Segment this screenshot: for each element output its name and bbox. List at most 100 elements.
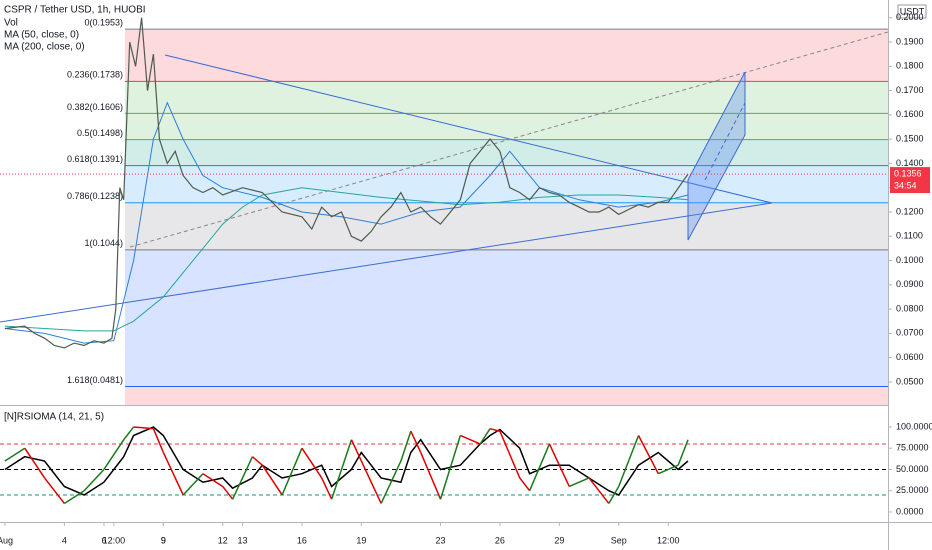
countdown: 34:54	[894, 180, 917, 190]
volume-label: Vol	[4, 18, 18, 29]
fib-zone	[125, 81, 888, 114]
rsi-segment	[301, 447, 323, 479]
fib-zone	[125, 249, 888, 387]
y-tick-label: 0.0500	[896, 376, 924, 386]
rsi-segment	[658, 464, 679, 475]
rsi-segment	[222, 486, 234, 500]
y-tick-label: 0.2000	[896, 12, 924, 22]
rsi-segment	[123, 426, 135, 441]
x-tick-label: 13	[238, 535, 248, 545]
y-tick-label: 0.1000	[896, 255, 924, 265]
y-tick-label: 0.1500	[896, 134, 924, 144]
ma-line	[4, 101, 689, 344]
rsi-segment	[63, 490, 85, 505]
rsi-segment	[251, 456, 263, 466]
fib-zone	[125, 202, 888, 250]
fib-zone	[125, 165, 888, 203]
chart-title: CSPR / Tether USD, 1h, HUOBI	[4, 5, 146, 16]
rsi-segment	[24, 447, 46, 479]
legend-entry: MA (200, close, 0)	[4, 42, 85, 53]
y-tick-label: 75.0000	[896, 443, 929, 453]
fib-label: 0.618(0.1391)	[67, 154, 123, 164]
fib-zone	[125, 139, 888, 166]
channel-mid	[704, 102, 746, 181]
rsi-segment	[618, 435, 640, 487]
last-price-box	[890, 167, 930, 194]
rsi-segment	[231, 456, 254, 500]
x-tick-label: 16	[297, 535, 307, 545]
rsi-segment	[360, 460, 382, 504]
x-tick-label: Sep	[611, 535, 627, 545]
rsi-segment	[133, 426, 154, 430]
y-tick-label: 0.1200	[896, 206, 924, 216]
signal-line	[4, 426, 689, 496]
y-tick-label: 0.0900	[896, 279, 924, 289]
currency-box	[897, 4, 927, 19]
rsi-segment	[202, 473, 224, 488]
rsi-segment	[321, 477, 333, 500]
legend-entry: MA (50, close, 0)	[4, 30, 79, 41]
currency: USDT	[900, 6, 925, 16]
rsi-segment	[43, 477, 65, 504]
x-tick-label: 12	[218, 535, 228, 545]
rsi-segment	[281, 447, 303, 496]
fib-label: 0(0.1953)	[84, 18, 123, 28]
x-tick-label: 4	[62, 535, 67, 545]
y-tick-label: 100.0000	[896, 421, 932, 431]
ma-line	[4, 187, 689, 332]
fib-zone	[125, 386, 888, 405]
x-tick-label: 29	[554, 535, 564, 545]
rsi-segment	[152, 428, 165, 453]
y-tick-label: 0.0800	[896, 303, 924, 313]
last-price-label: 0.1356	[894, 168, 922, 178]
rsi-segment	[261, 464, 283, 496]
y-tick-label: 0.1700	[896, 85, 924, 95]
fib-zone	[125, 113, 888, 140]
fib-label: 0.382(0.1606)	[67, 102, 123, 112]
indicator-title: [N]RSIOMA (14, 21, 5)	[4, 412, 104, 423]
rsi-segment	[548, 443, 570, 487]
rsi-segment	[330, 439, 353, 500]
x-tick-label: 6	[101, 535, 106, 545]
y-tick-label: 0.0000	[896, 506, 924, 516]
drawings	[0, 31, 889, 323]
rsi-segment	[380, 460, 402, 504]
rsi-segment	[182, 473, 204, 496]
y-tick-label: 25.0000	[896, 485, 929, 495]
rsi-segment	[162, 452, 184, 496]
rsi-segment	[489, 427, 501, 432]
rsi-segment	[568, 477, 590, 488]
y-tick-label: 0.0700	[896, 328, 924, 338]
rsi-segment	[410, 430, 422, 453]
fib-label: 1.618(0.0481)	[67, 375, 123, 385]
trend-line	[129, 31, 889, 248]
rsi-segment	[519, 477, 531, 492]
rsi-segment	[499, 430, 521, 479]
trend-line	[0, 202, 773, 323]
channel	[687, 71, 746, 241]
y-tick-label: 0.1800	[896, 61, 924, 71]
y-tick-label: 0.1600	[896, 109, 924, 119]
rsi-segment	[83, 468, 105, 492]
rsi-segment	[528, 443, 551, 492]
fib-zone	[125, 29, 888, 82]
x-tick-label: 12:00	[103, 535, 126, 545]
rsi-segment	[400, 430, 412, 462]
rsi-segment	[103, 439, 125, 470]
y-tick-label: 0.0600	[896, 352, 924, 362]
rsi-segment	[420, 452, 442, 500]
x-tick-label: 12:00	[657, 535, 680, 545]
x-tick-label: 26	[495, 535, 505, 545]
fib-label: 0.5(0.1498)	[77, 128, 123, 138]
rsi-segment	[350, 439, 363, 462]
rsi-segment	[439, 435, 462, 500]
y-tick-label: 0.1900	[896, 36, 924, 46]
y-tick-label: 0.1100	[896, 231, 923, 241]
fib-label: 0.786(0.1238)	[67, 191, 123, 201]
plot	[0, 17, 888, 349]
x-tick-label: 9	[161, 535, 166, 545]
rsi-segment	[460, 434, 481, 445]
rsi-segment	[479, 428, 491, 445]
